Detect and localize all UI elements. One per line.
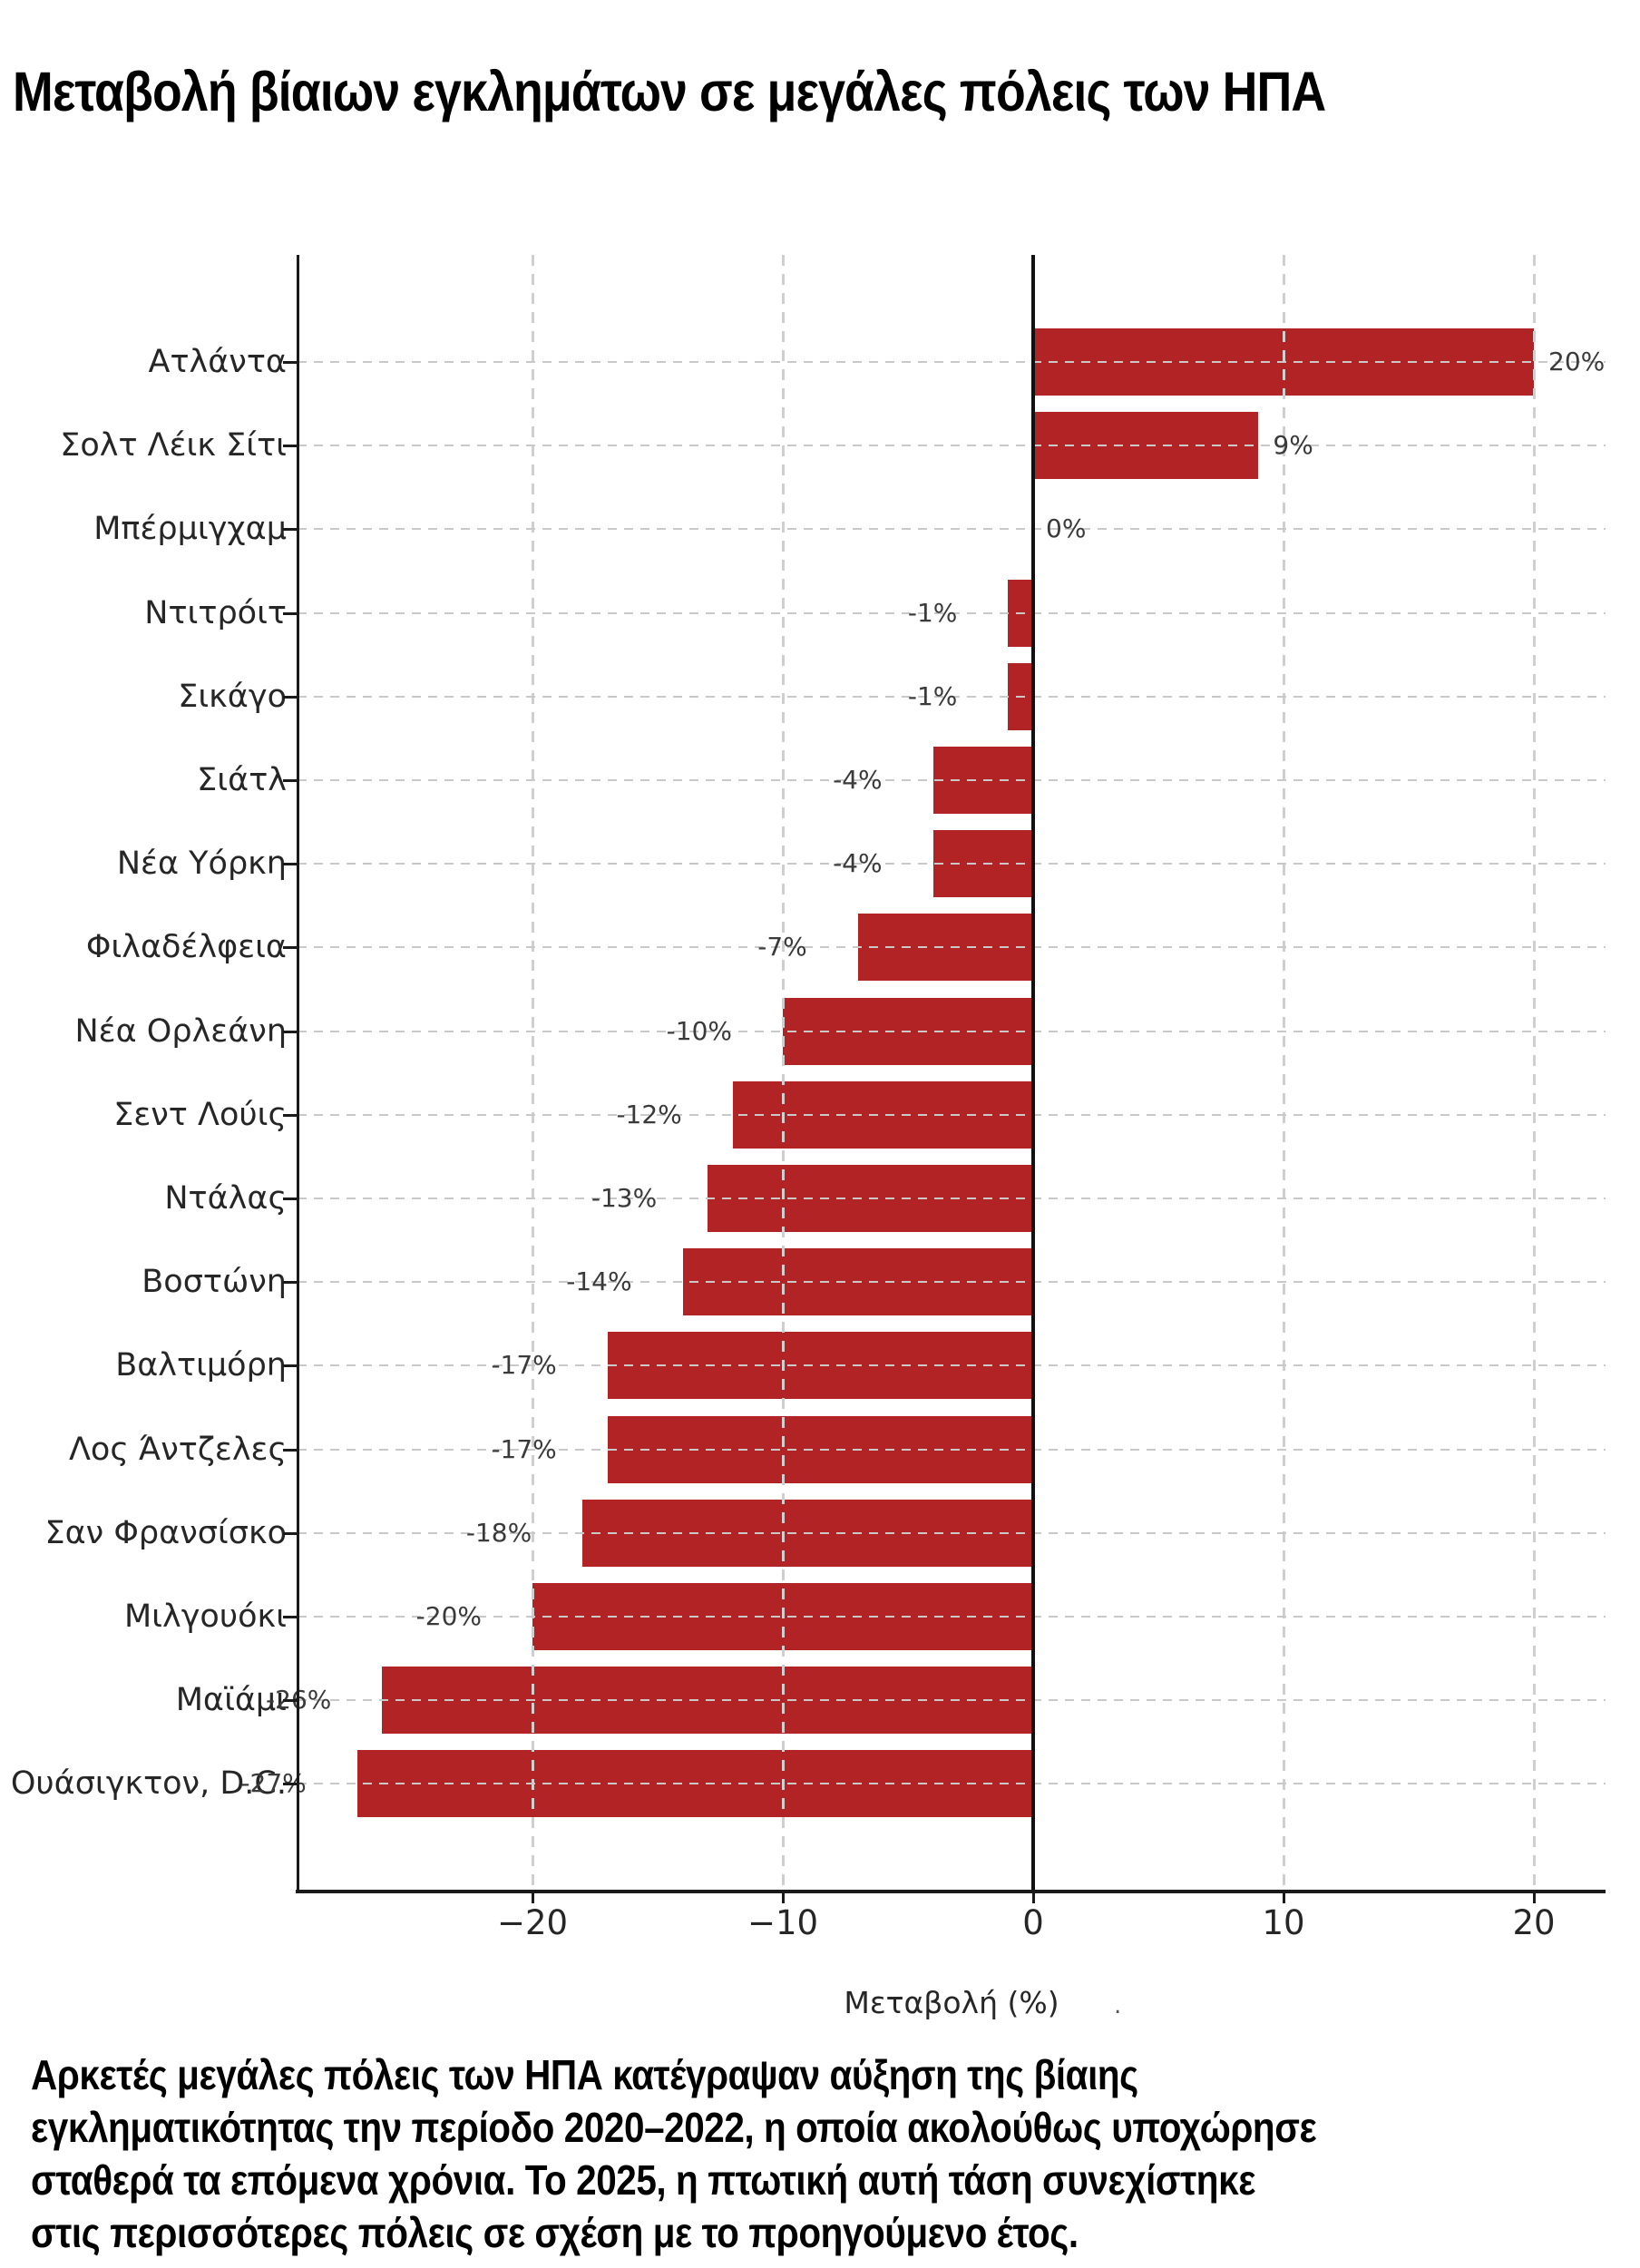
- city-label: Νέα Υόρκη: [116, 846, 287, 883]
- value-label: -20%: [415, 1601, 482, 1631]
- city-label: Βοστώνη: [142, 1264, 287, 1301]
- gridline-vertical: [532, 255, 534, 1892]
- y-tick: [283, 1448, 297, 1452]
- gridline-horizontal: [298, 863, 1606, 865]
- y-tick: [283, 779, 297, 782]
- y-tick: [283, 611, 297, 615]
- gridline-horizontal: [298, 1364, 1606, 1367]
- y-tick: [283, 1281, 297, 1285]
- value-label: 0%: [1046, 513, 1087, 544]
- gridline-horizontal: [298, 1699, 1606, 1702]
- x-tick: [1032, 1892, 1035, 1903]
- x-tick-label: 20: [1512, 1903, 1556, 1942]
- y-tick: [283, 946, 297, 950]
- value-label: -17%: [491, 1433, 557, 1464]
- y-tick: [283, 1113, 297, 1117]
- gridline-horizontal: [298, 1531, 1606, 1534]
- plot-area: 20% 9% 0% -1% -1% -4% -4% -7% -10% -12% -13% -14% -1…: [240, 255, 1606, 1893]
- caption-line: σταθερά τα επόμενα χρόνια. Το 2025, η πτ…: [31, 2156, 1255, 2204]
- value-label: -10%: [666, 1015, 732, 1046]
- y-tick: [283, 695, 297, 699]
- city-label: Βαλτιμόρη: [115, 1347, 287, 1384]
- gridline-horizontal: [298, 1783, 1606, 1785]
- value-label: -12%: [616, 1099, 682, 1129]
- value-label: -18%: [465, 1517, 532, 1548]
- value-label: 9%: [1273, 430, 1313, 461]
- zero-line: [1031, 255, 1035, 1892]
- city-label: Ντάλας: [164, 1180, 287, 1217]
- x-tick: [1283, 1892, 1285, 1903]
- y-tick: [283, 1699, 297, 1703]
- xlabel-stray-dot: .: [1114, 1992, 1122, 2019]
- x-axis-title: Μεταβολή (%): [844, 1985, 1059, 2020]
- x-tick: [1533, 1892, 1536, 1903]
- city-label: Σιάτλ: [197, 762, 287, 798]
- y-tick: [283, 1198, 297, 1200]
- value-label: 20%: [1548, 347, 1606, 376]
- gridline-horizontal: [298, 779, 1606, 781]
- city-label: Μιλγουόκι: [123, 1598, 287, 1635]
- city-label: Μαϊάμι: [175, 1682, 287, 1719]
- caption-line: εγκληματικότητας την περίοδο 2020–2022, …: [31, 2104, 1317, 2151]
- gridline-horizontal: [298, 1113, 1606, 1116]
- x-tick: [532, 1892, 534, 1903]
- city-label: Ντιτρόιτ: [144, 594, 287, 631]
- city-label: Σαν Φρανσίσκο: [44, 1514, 288, 1551]
- gridline-horizontal: [298, 1198, 1606, 1199]
- y-tick: [283, 1030, 297, 1033]
- y-tick: [283, 1783, 297, 1786]
- gridline-horizontal: [298, 1616, 1606, 1618]
- city-label: Σικάγο: [178, 678, 287, 715]
- gridline-vertical: [1283, 255, 1285, 1892]
- y-tick: [283, 1616, 297, 1618]
- y-axis-spine: [297, 255, 299, 1892]
- gridline-horizontal: [298, 1030, 1606, 1032]
- gridline-horizontal: [298, 611, 1606, 614]
- y-tick: [283, 1364, 297, 1368]
- city-label: Σολτ Λέικ Σίτι: [60, 427, 287, 464]
- x-tick: [782, 1892, 785, 1903]
- gridline-horizontal: [298, 1448, 1606, 1451]
- x-axis-line: [296, 1890, 1606, 1893]
- city-label: Νέα Ορλεάνη: [74, 1012, 288, 1050]
- gridline-horizontal: [298, 946, 1606, 949]
- gridline-horizontal: [298, 361, 1606, 363]
- gridline-horizontal: [298, 1281, 1606, 1284]
- gridline-horizontal: [298, 445, 1606, 447]
- y-tick: [283, 1531, 297, 1535]
- x-tick-label: 10: [1262, 1903, 1305, 1942]
- y-tick: [283, 445, 297, 448]
- x-tick-label: −10: [747, 1903, 819, 1942]
- gridline-horizontal: [298, 528, 1606, 531]
- y-tick: [283, 361, 297, 364]
- x-tick-label: 0: [1022, 1903, 1044, 1942]
- caption-line: στις περισσότερες πόλεις σε σχέση με το …: [31, 2209, 1079, 2256]
- gridline-vertical: [1533, 255, 1536, 1892]
- city-label: Ατλάντα: [148, 344, 288, 380]
- value-label: -7%: [757, 932, 807, 963]
- y-tick: [283, 528, 297, 532]
- y-tick: [283, 863, 297, 866]
- value-label: -1%: [907, 597, 958, 628]
- city-label: Μπέρμιγχαμ: [93, 511, 287, 548]
- city-label: Λος Άντζελες: [68, 1431, 287, 1468]
- city-label: Σεντ Λούις: [113, 1096, 287, 1133]
- chart-title: Μεταβολή βίαιων εγκλημάτων σε μεγάλες πό…: [13, 61, 1326, 122]
- gridline-vertical: [782, 255, 785, 1892]
- value-label: -4%: [833, 848, 883, 879]
- gridline-horizontal: [298, 695, 1606, 698]
- value-label: -17%: [491, 1350, 557, 1381]
- city-label: Φιλαδέλφεια: [85, 929, 287, 966]
- value-label: -13%: [591, 1183, 658, 1213]
- x-tick-label: −20: [496, 1903, 569, 1942]
- value-label: -14%: [566, 1266, 632, 1297]
- value-label: -1%: [907, 680, 958, 711]
- city-label: Ουάσιγκτον, D.C.: [10, 1765, 287, 1803]
- value-label: -4%: [833, 765, 883, 795]
- caption-line: Αρκετές μεγάλες πόλεις των ΗΠΑ κατέγραψα…: [31, 2051, 1138, 2098]
- caption: Αρκετές μεγάλες πόλεις των ΗΠΑ κατέγραψα…: [31, 2048, 1317, 2259]
